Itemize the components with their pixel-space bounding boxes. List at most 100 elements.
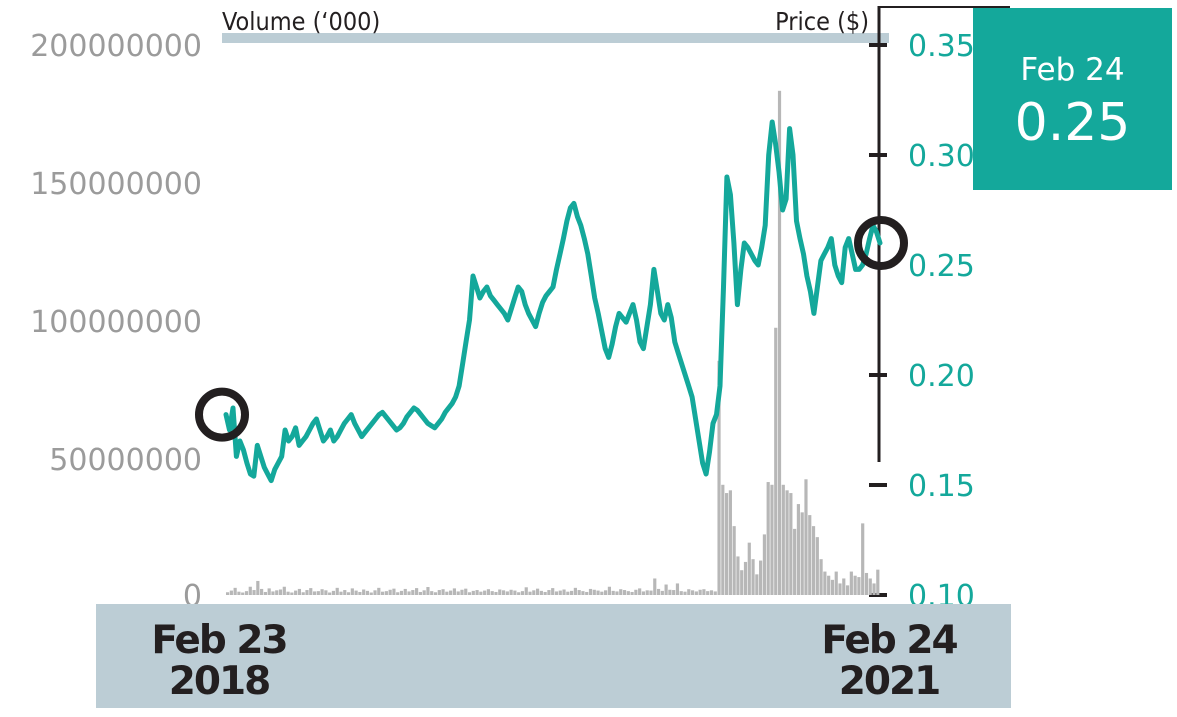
volume-bar xyxy=(392,588,396,595)
volume-bar xyxy=(309,588,313,595)
volume-axis-title: Volume (‘000) xyxy=(222,7,380,36)
volume-bar xyxy=(800,512,804,595)
volume-bar xyxy=(388,589,392,595)
volume-bar xyxy=(830,579,835,595)
volume-bar xyxy=(486,589,491,595)
volume-bar xyxy=(354,590,358,595)
volume-bar xyxy=(573,587,577,595)
volume-bar xyxy=(645,590,649,595)
volume-bar xyxy=(596,590,600,595)
volume-bar xyxy=(373,590,377,595)
volume-bar xyxy=(864,572,869,595)
volume-bar xyxy=(384,591,388,595)
volume-bar xyxy=(369,592,373,595)
volume-bar xyxy=(728,490,732,595)
volume-bar xyxy=(456,591,460,595)
volume-bar xyxy=(845,585,850,595)
volume-bar xyxy=(547,590,551,595)
volume-bar xyxy=(853,575,857,595)
volume-bar xyxy=(709,590,714,595)
volume-bar xyxy=(660,590,664,595)
volume-bar xyxy=(581,591,585,595)
volume-bar xyxy=(331,590,336,595)
header-band xyxy=(222,33,889,43)
volume-bar xyxy=(339,591,343,595)
start-date-label: Feb 23 xyxy=(151,618,286,663)
volume-bar xyxy=(781,484,785,595)
volume-bar xyxy=(558,590,562,595)
volume-bar xyxy=(641,591,646,595)
volume-tick-label: 200000000 xyxy=(30,29,202,64)
volume-bar xyxy=(449,590,453,595)
volume-bar xyxy=(592,589,596,595)
price-tick-label: 0.30 xyxy=(908,139,975,174)
volume-bar xyxy=(452,588,456,595)
volume-bar xyxy=(668,589,672,595)
volume-bar xyxy=(490,591,494,595)
end-date-label: Feb 24 xyxy=(821,618,957,663)
volume-bar xyxy=(517,592,521,595)
volume-bar xyxy=(403,588,407,595)
volume-bar xyxy=(713,591,717,595)
end-price-marker xyxy=(854,216,908,270)
volume-bar xyxy=(638,588,642,595)
volume-bar xyxy=(611,590,615,595)
volume-bar xyxy=(823,571,827,595)
price-series xyxy=(195,119,908,484)
volume-bar xyxy=(475,590,479,595)
volume-bar xyxy=(505,591,509,595)
volume-bar xyxy=(362,589,366,595)
volume-bar xyxy=(380,591,385,595)
volume-bar xyxy=(248,586,252,595)
volume-bar xyxy=(838,583,842,595)
volume-bar xyxy=(551,588,555,595)
volume-bar xyxy=(520,591,525,595)
volume-bar xyxy=(256,580,260,595)
volume-bar xyxy=(774,327,778,595)
volume-bar xyxy=(615,591,619,595)
volume-bar xyxy=(649,590,653,595)
volume-bar xyxy=(275,590,279,595)
volume-bar xyxy=(263,591,267,595)
volume-bar xyxy=(762,534,766,595)
callout-value: 0.25 xyxy=(1014,93,1131,153)
volume-bar xyxy=(725,493,729,595)
volume-bar xyxy=(278,589,283,595)
price-tick-label: 0.35 xyxy=(908,29,975,64)
volume-bar xyxy=(857,577,861,595)
start-year-label: 2018 xyxy=(169,659,270,704)
volume-bar xyxy=(554,591,559,595)
volume-bar xyxy=(811,526,816,596)
end-year-label: 2021 xyxy=(839,659,940,704)
volume-bar xyxy=(827,575,831,595)
volume-bar xyxy=(282,586,286,595)
volume-bar xyxy=(328,592,332,595)
volume-bar xyxy=(622,590,627,595)
volume-bar xyxy=(732,526,736,596)
volume-bar xyxy=(316,591,320,595)
volume-bar xyxy=(271,591,275,595)
volume-bar xyxy=(464,588,468,595)
volume-bar xyxy=(717,360,721,595)
volume-bar xyxy=(588,588,593,595)
volume-bar xyxy=(343,590,347,595)
price-axis-title: Price ($) xyxy=(775,7,869,36)
volume-bar xyxy=(467,592,472,595)
volume-bar xyxy=(630,591,634,595)
volume-bar xyxy=(600,591,604,595)
volume-bar xyxy=(736,556,740,595)
volume-bar xyxy=(607,586,611,595)
volume-bar xyxy=(694,591,698,595)
volume-bar xyxy=(721,484,725,595)
volume-bar xyxy=(532,590,536,595)
volume-bar xyxy=(233,587,237,595)
volume-bar xyxy=(747,542,751,595)
volume-bar xyxy=(346,592,351,595)
volume-bar xyxy=(445,591,449,595)
volume-tick-label: 150000000 xyxy=(30,167,202,202)
volume-bar xyxy=(698,589,702,595)
volume-bar xyxy=(751,559,755,595)
volume-tick-label: 100000000 xyxy=(30,305,202,340)
volume-bar xyxy=(766,482,770,595)
volume-bar xyxy=(286,591,290,595)
